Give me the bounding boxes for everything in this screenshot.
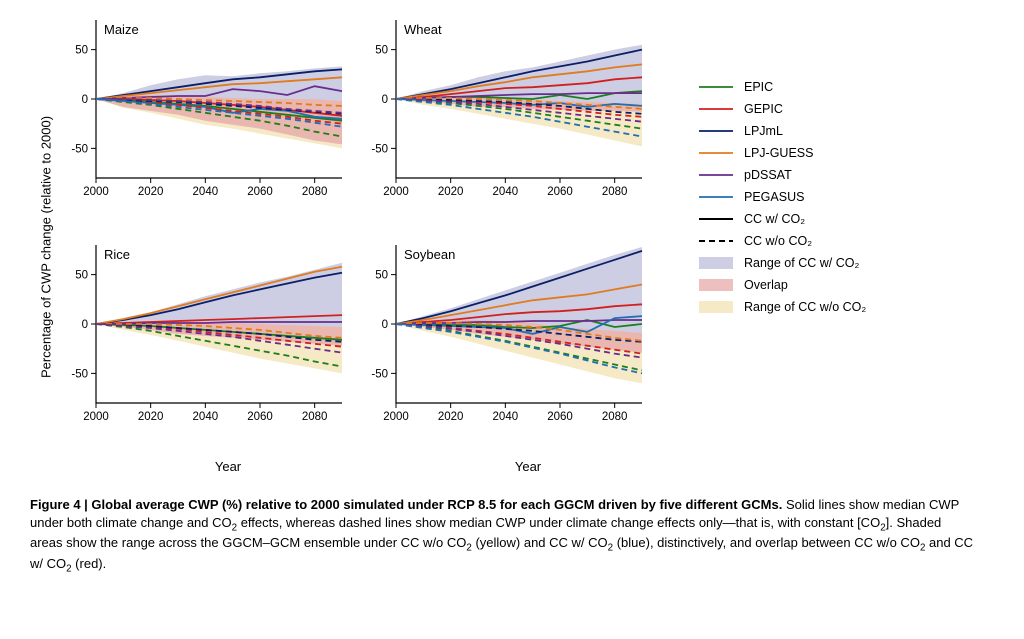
legend-item: Range of CC w/o CO₂ [698, 300, 866, 314]
svg-text:0: 0 [82, 94, 88, 106]
legend-item: PEGASUS [698, 190, 866, 204]
chart-panel: -50 0 50 2000 2020 2040 2060 2080 Maize [62, 20, 342, 230]
x-axis-label-row: Year Year [88, 455, 668, 474]
svg-text:2020: 2020 [138, 411, 164, 423]
panel-title: Rice [104, 247, 130, 262]
svg-text:2040: 2040 [193, 411, 219, 423]
svg-text:-50: -50 [71, 143, 88, 155]
svg-text:2080: 2080 [302, 411, 328, 423]
legend-swatch [698, 146, 734, 160]
svg-text:2040: 2040 [493, 411, 519, 423]
panel-title: Soybean [404, 247, 455, 262]
svg-text:2060: 2060 [247, 186, 273, 198]
legend-item: GEPIC [698, 102, 866, 116]
svg-text:2000: 2000 [383, 186, 409, 198]
legend-swatch [698, 212, 734, 226]
svg-text:2060: 2060 [547, 186, 573, 198]
legend-item: EPIC [698, 80, 866, 94]
svg-text:0: 0 [382, 94, 388, 106]
legend-label: Range of CC w/ CO₂ [744, 256, 859, 270]
svg-text:2040: 2040 [493, 186, 519, 198]
svg-text:-50: -50 [71, 368, 88, 380]
svg-text:2000: 2000 [83, 186, 109, 198]
svg-text:2080: 2080 [302, 186, 328, 198]
legend-label: CC w/o CO₂ [744, 234, 812, 248]
legend: EPIC GEPIC LPJmL LPJ-GUESS pDSSAT PEGASUS CC w… [698, 80, 866, 474]
chart-area: Percentage of CWP change (relative to 20… [30, 20, 994, 474]
panel-title: Maize [104, 22, 139, 37]
svg-text:-50: -50 [371, 143, 388, 155]
legend-item: CC w/o CO₂ [698, 234, 866, 248]
legend-item: LPJmL [698, 124, 866, 138]
legend-swatch [698, 80, 734, 94]
x-axis-label: Year [388, 455, 668, 474]
svg-text:2040: 2040 [193, 186, 219, 198]
x-axis-label: Year [88, 455, 368, 474]
legend-item: CC w/ CO₂ [698, 212, 866, 226]
svg-text:2020: 2020 [438, 411, 464, 423]
legend-swatch [698, 102, 734, 116]
y-axis-label: Percentage of CWP change (relative to 20… [30, 20, 62, 474]
legend-label: pDSSAT [744, 168, 792, 182]
legend-label: LPJ-GUESS [744, 146, 813, 160]
figure-container: { "figure": { "ylabel": "Percentage of C… [0, 0, 1024, 639]
svg-text:2060: 2060 [247, 411, 273, 423]
chart-panel: -50 0 50 2000 2020 2040 2060 2080 Wheat [362, 20, 642, 230]
svg-text:50: 50 [375, 270, 388, 282]
svg-text:50: 50 [75, 270, 88, 282]
chart-panel: -50 0 50 2000 2020 2040 2060 2080 Rice [62, 245, 342, 455]
legend-swatch [698, 190, 734, 204]
legend-swatch [698, 124, 734, 138]
legend-swatch [698, 256, 734, 270]
legend-label: EPIC [744, 80, 773, 94]
legend-swatch [698, 234, 734, 248]
legend-label: PEGASUS [744, 190, 804, 204]
legend-label: CC w/ CO₂ [744, 212, 805, 226]
svg-text:0: 0 [382, 319, 388, 331]
legend-item: LPJ-GUESS [698, 146, 866, 160]
svg-text:2080: 2080 [602, 186, 628, 198]
legend-swatch [698, 278, 734, 292]
legend-item: Range of CC w/ CO₂ [698, 256, 866, 270]
legend-swatch [698, 168, 734, 182]
chart-panel: -50 0 50 2000 2020 2040 2060 2080 Soybean [362, 245, 642, 455]
svg-text:2020: 2020 [438, 186, 464, 198]
svg-text:50: 50 [75, 45, 88, 57]
svg-text:50: 50 [375, 45, 388, 57]
svg-text:2000: 2000 [83, 411, 109, 423]
caption-title: Figure 4 | Global average CWP (%) relati… [30, 497, 782, 512]
legend-label: LPJmL [744, 124, 783, 138]
legend-label: GEPIC [744, 102, 783, 116]
legend-label: Overlap [744, 278, 788, 292]
svg-text:-50: -50 [371, 368, 388, 380]
svg-text:2020: 2020 [138, 186, 164, 198]
legend-swatch [698, 300, 734, 314]
legend-label: Range of CC w/o CO₂ [744, 300, 866, 314]
svg-text:0: 0 [82, 319, 88, 331]
legend-item: pDSSAT [698, 168, 866, 182]
panel-title: Wheat [404, 22, 442, 37]
svg-text:2000: 2000 [383, 411, 409, 423]
legend-item: Overlap [698, 278, 866, 292]
panel-grid: -50 0 50 2000 2020 2040 2060 2080 Maize -50 0 50 200… [62, 20, 668, 455]
svg-text:2080: 2080 [602, 411, 628, 423]
figure-caption: Figure 4 | Global average CWP (%) relati… [30, 496, 994, 576]
svg-text:2060: 2060 [547, 411, 573, 423]
